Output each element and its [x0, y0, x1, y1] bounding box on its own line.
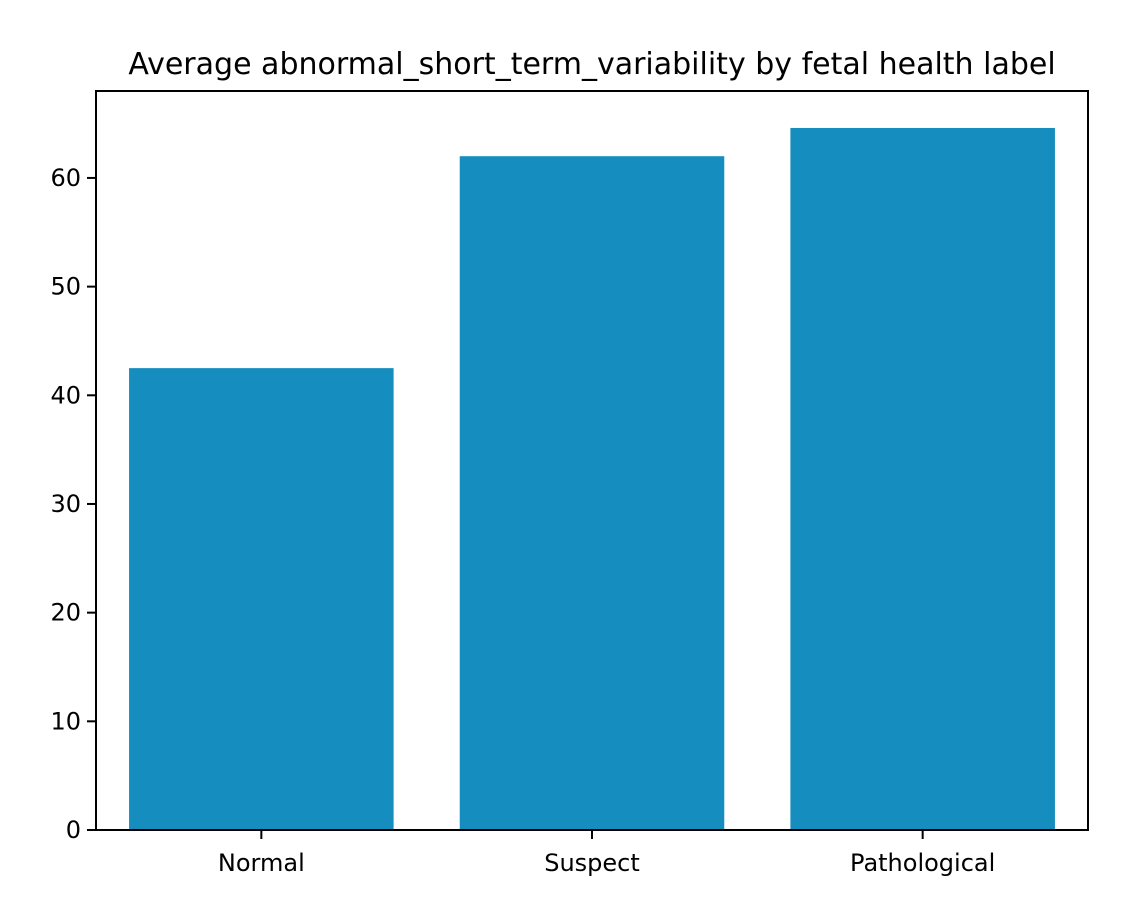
- y-tick-label: 50: [50, 273, 81, 301]
- y-tick-label: 30: [50, 490, 81, 518]
- x-axis: Normal Suspect Pathological: [218, 830, 995, 877]
- bar-pathological: [790, 127, 1055, 830]
- x-tick-label: Normal: [218, 849, 305, 877]
- y-tick-label: 20: [50, 599, 81, 627]
- x-tick-label: Suspect: [544, 849, 640, 877]
- y-tick-label: 60: [50, 164, 81, 192]
- bar-normal: [129, 368, 394, 830]
- bar-suspect: [459, 156, 725, 831]
- plot-frame: [95, 90, 1089, 831]
- chart-title: Average abnormal_short_term_variability …: [128, 47, 1055, 82]
- bars-layer: [129, 127, 1055, 831]
- y-tick-label: 10: [50, 707, 81, 735]
- y-axis: 0 10 20 30 40 50 60: [50, 164, 96, 844]
- y-tick-label: 40: [50, 381, 81, 409]
- y-tick-label: 0: [66, 816, 81, 844]
- x-tick-label: Pathological: [850, 849, 995, 877]
